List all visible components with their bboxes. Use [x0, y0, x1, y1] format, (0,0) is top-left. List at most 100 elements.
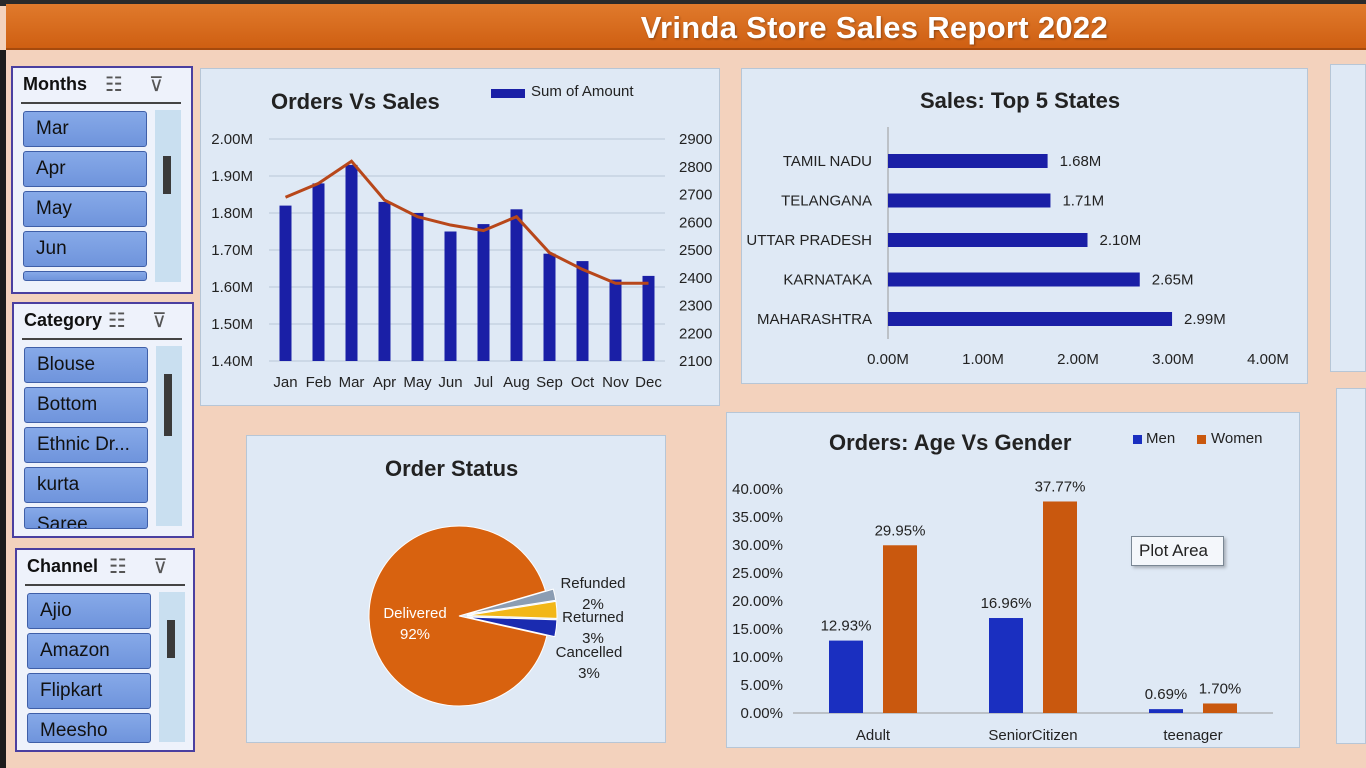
- x-axis-tick: Aug: [503, 374, 530, 391]
- right-axis-tick: 2700: [679, 187, 712, 204]
- multi-select-icon[interactable]: ☷: [109, 556, 127, 578]
- left-axis-tick: 1.40M: [211, 353, 253, 370]
- multi-select-icon[interactable]: ☷: [105, 74, 123, 96]
- scroll-thumb[interactable]: [163, 156, 171, 194]
- slicer-item-ajio[interactable]: Ajio: [27, 593, 151, 629]
- orders-vs-sales-chart[interactable]: Orders Vs Sales Sum of Amount 2.00M 1.90M…: [200, 68, 720, 406]
- slicer-item-amazon[interactable]: Amazon: [27, 633, 151, 669]
- slicer-item-flipkart[interactable]: Flipkart: [27, 673, 151, 709]
- state-bar: [888, 312, 1173, 326]
- right-axis-tick: 2100: [679, 353, 712, 370]
- data-label: 0.69%: [1145, 686, 1188, 703]
- bar-oct: [576, 261, 589, 361]
- right-axis-tick: 2900: [679, 131, 712, 148]
- bar-jan: [279, 205, 292, 361]
- x-axis-tick: teenager: [1163, 727, 1222, 744]
- bar-women: [1043, 501, 1077, 713]
- scroll-thumb[interactable]: [164, 374, 172, 436]
- chart-title: Orders Vs Sales: [271, 89, 440, 114]
- x-axis-tick: Jun: [438, 374, 462, 391]
- order-status-pie[interactable]: Delivered92%Refunded2%Returned3%Cancelle…: [247, 436, 667, 744]
- y-axis-tick: 35.00%: [732, 509, 783, 526]
- right-axis-tick: 2600: [679, 214, 712, 231]
- bar-feb: [312, 183, 325, 361]
- slicer-item-apr[interactable]: Apr: [23, 151, 147, 187]
- slicer-item-kurta[interactable]: kurta: [24, 467, 148, 503]
- y-axis-tick: 5.00%: [740, 677, 783, 694]
- orders-vs-sales-plot[interactable]: 2.00M 1.90M 1.80M 1.70M 1.60M 1.50M 1.40M 2900 2…: [201, 69, 721, 407]
- slicer-divider: [22, 338, 182, 340]
- report-header: Vrinda Store Sales Report 2022: [6, 4, 1366, 50]
- channel-slicer[interactable]: Channel ☷ ⊽ Ajio Amazon Flipkart Meesho: [15, 548, 195, 752]
- x-axis-tick: May: [403, 374, 432, 391]
- state-label: UTTAR PRADESH: [746, 232, 872, 249]
- bar-jul: [477, 224, 490, 361]
- state-label: TELANGANA: [781, 193, 872, 210]
- slicer-item-saree[interactable]: Saree: [24, 507, 148, 529]
- x-axis-tick: Dec: [635, 374, 662, 391]
- left-axis-tick: 1.80M: [211, 205, 253, 222]
- clear-filter-icon[interactable]: ⊽: [153, 556, 168, 578]
- category-scrollbar[interactable]: [156, 346, 182, 526]
- sheet-edge: [0, 50, 6, 768]
- pie-pct: 3%: [578, 665, 600, 682]
- slicer-item-blouse[interactable]: Blouse: [24, 347, 148, 383]
- bar-dec: [642, 275, 655, 361]
- left-axis-tick: 1.50M: [211, 316, 253, 333]
- age-vs-gender-chart[interactable]: Orders: Age Vs Gender Men Women 40.00% 35…: [726, 412, 1300, 748]
- x-axis-tick: Apr: [373, 374, 396, 391]
- slicer-divider: [21, 102, 181, 104]
- bar-men: [829, 640, 863, 713]
- data-label: 1.70%: [1199, 680, 1242, 697]
- orders-line: [284, 159, 649, 285]
- x-axis-tick: Adult: [856, 727, 891, 744]
- x-axis-tick: Sep: [536, 374, 563, 391]
- months-scrollbar[interactable]: [155, 110, 181, 282]
- slicer-item-ethnic-dress[interactable]: Ethnic Dr...: [24, 427, 148, 463]
- top-states-chart[interactable]: Sales: Top 5 States TAMIL NADU 1.68M TELAN…: [741, 68, 1308, 384]
- age-vs-gender-plot[interactable]: 40.00% 35.00% 30.00% 25.00% 20.00% 15.00% 10.0…: [727, 413, 1301, 749]
- bar-aug: [510, 209, 523, 361]
- pie-label: Returned: [562, 609, 624, 626]
- clear-filter-icon[interactable]: ⊽: [149, 74, 164, 96]
- y-axis-tick: 10.00%: [732, 649, 783, 666]
- clear-filter-icon[interactable]: ⊽: [152, 310, 167, 332]
- slicer-item-meesho[interactable]: Meesho: [27, 713, 151, 743]
- slicer-item-mar[interactable]: Mar: [23, 111, 147, 147]
- slicer-item-partial[interactable]: [23, 271, 147, 281]
- scroll-thumb[interactable]: [167, 620, 175, 658]
- x-axis-tick: 1.00M: [962, 351, 1004, 368]
- legend-label: Sum of Amount: [531, 83, 634, 100]
- data-label: 1.68M: [1060, 153, 1102, 170]
- bar-sep: [543, 253, 556, 361]
- legend-swatch-women: [1197, 435, 1206, 444]
- channel-slicer-title: Channel: [27, 556, 99, 576]
- right-axis-tick: 2800: [679, 159, 712, 176]
- months-slicer[interactable]: Months ☷ ⊽ Mar Apr May Jun: [11, 66, 193, 294]
- bar-women: [1203, 703, 1237, 713]
- category-slicer[interactable]: Category ☷ ⊽ Blouse Bottom Ethnic Dr... …: [12, 302, 194, 538]
- offscreen-chart-panel-bottom[interactable]: [1336, 388, 1366, 744]
- offscreen-chart-panel-top[interactable]: [1330, 64, 1366, 372]
- bar-men: [1149, 709, 1183, 713]
- x-axis-tick: 2.00M: [1057, 351, 1099, 368]
- data-label: 29.95%: [875, 522, 926, 539]
- multi-select-icon[interactable]: ☷: [108, 310, 126, 332]
- slicer-item-jun[interactable]: Jun: [23, 231, 147, 267]
- legend-label-men: Men: [1146, 430, 1176, 447]
- x-axis-tick: Jul: [474, 374, 493, 391]
- state-label: MAHARASHTRA: [757, 311, 872, 328]
- top-states-plot[interactable]: TAMIL NADU 1.68M TELANGANA 1.71M UTTAR PRADE…: [742, 69, 1309, 385]
- x-axis-tick: Oct: [571, 374, 595, 391]
- slicer-item-bottom[interactable]: Bottom: [24, 387, 148, 423]
- slicer-item-may[interactable]: May: [23, 191, 147, 227]
- right-axis-tick: 2200: [679, 325, 712, 342]
- channel-scrollbar[interactable]: [159, 592, 185, 742]
- data-label: 37.77%: [1035, 478, 1086, 495]
- plot-area-tooltip: Plot Area: [1131, 536, 1224, 566]
- y-axis-tick: 40.00%: [732, 481, 783, 498]
- order-status-chart[interactable]: Order Status Delivered 92% Refunded 2% Retur…: [246, 435, 666, 743]
- state-bar: [888, 272, 1140, 287]
- y-axis-tick: 0.00%: [740, 705, 783, 722]
- state-bar: [888, 154, 1048, 168]
